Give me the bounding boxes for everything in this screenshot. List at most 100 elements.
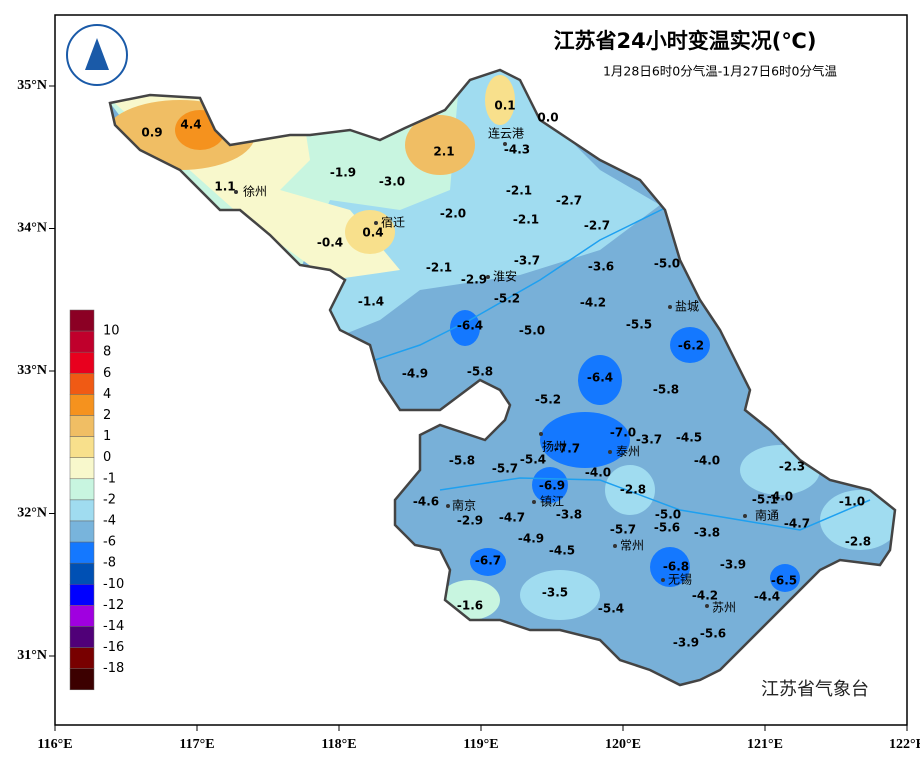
legend-label: -14 xyxy=(103,619,124,634)
temperature-change: -6.5 xyxy=(771,574,797,588)
city-name: 无锡 xyxy=(668,572,692,587)
legend-label: -10 xyxy=(103,577,124,592)
city-name: 宿迁 xyxy=(381,215,405,230)
city-dot xyxy=(486,275,490,279)
city-dot xyxy=(613,544,617,548)
subtitle: 1月28日6时0分气温-1月27日6时0分气温 xyxy=(603,64,838,79)
legend-swatch xyxy=(69,330,95,353)
temperature-change: -0.4 xyxy=(317,236,343,250)
legend-swatch xyxy=(69,647,95,669)
temperature-change: -3.7 xyxy=(514,254,540,268)
temperature-change: -2.1 xyxy=(506,184,532,198)
legend-swatch xyxy=(69,436,95,458)
x-tick-label: 120°E xyxy=(605,737,641,752)
temperature-change: -2.7 xyxy=(556,194,582,208)
city-dot xyxy=(532,500,536,504)
legend-label: -8 xyxy=(103,556,116,571)
city-dot xyxy=(374,221,378,225)
temperature-change: -2.7 xyxy=(584,219,610,233)
legend-label: 1 xyxy=(103,429,111,444)
temperature-change: -2.1 xyxy=(513,213,539,227)
legend-label: 10 xyxy=(103,324,120,339)
legend-swatch xyxy=(69,520,95,543)
y-tick-label: 33°N xyxy=(17,363,47,378)
temperature-change: 0.0 xyxy=(537,111,558,125)
temperature-change: -6.4 xyxy=(457,319,483,333)
temperature-change: -5.1 xyxy=(752,493,778,507)
temperature-change: -4.0 xyxy=(694,454,720,468)
temperature-change: -5.8 xyxy=(653,383,679,397)
temperature-change: -4.7 xyxy=(784,517,810,531)
legend-label: -4 xyxy=(103,514,116,529)
city-dot xyxy=(234,190,238,194)
legend-swatch xyxy=(69,309,95,332)
legend-swatch xyxy=(69,584,95,606)
legend-swatch xyxy=(69,373,95,395)
x-tick-label: 122°E xyxy=(889,737,920,752)
legend-swatch xyxy=(69,499,95,522)
city-name: 常州 xyxy=(620,539,644,553)
city-dot xyxy=(668,305,672,309)
temperature-change: -2.0 xyxy=(440,207,466,221)
x-tick-label: 119°E xyxy=(463,737,498,752)
city-name: 盐城 xyxy=(675,300,699,314)
temperature-change: 0.9 xyxy=(141,126,162,140)
temperature-change: -7.0 xyxy=(610,426,636,440)
city-name: 南京 xyxy=(452,498,476,513)
y-tick-label: 35°N xyxy=(17,78,47,93)
temperature-change: -5.4 xyxy=(598,602,624,616)
city-name: 苏州 xyxy=(712,601,736,615)
temperature-change: -5.8 xyxy=(467,365,493,379)
temperature-change: -4.0 xyxy=(767,490,793,504)
temperature-change: -5.4 xyxy=(520,453,546,467)
temperature-change: -4.0 xyxy=(585,466,611,480)
temperature-change: -1.4 xyxy=(358,295,384,309)
legend-swatch xyxy=(69,351,95,374)
credit: 江苏省气象台 xyxy=(761,679,869,700)
temperature-change: -4.2 xyxy=(692,589,718,603)
temperature-change: -2.1 xyxy=(426,261,452,275)
city-dot xyxy=(446,504,450,508)
temperature-change: -5.2 xyxy=(535,393,561,407)
legend-swatch xyxy=(69,562,95,585)
legend-swatch xyxy=(69,668,95,691)
temperature-change: -5.2 xyxy=(494,292,520,306)
x-tick-label: 116°E xyxy=(37,737,72,752)
legend-swatch xyxy=(69,457,95,480)
temperature-change: -4.7 xyxy=(499,511,525,525)
legend-label: -2 xyxy=(103,492,116,507)
x-tick-label: 117°E xyxy=(179,737,214,752)
y-tick-label: 32°N xyxy=(17,506,47,521)
legend-label: -16 xyxy=(103,640,124,655)
city-dot xyxy=(608,450,612,454)
legend-label: -6 xyxy=(103,535,116,550)
city-name: 徐州 xyxy=(243,184,267,199)
legend-label: 0 xyxy=(103,450,111,465)
temperature-change: -5.6 xyxy=(654,521,680,535)
temperature-change: -3.8 xyxy=(556,508,582,522)
temperature-change: -5.5 xyxy=(626,318,652,332)
temperature-change: -4.9 xyxy=(402,367,428,381)
city-name: 扬州 xyxy=(542,439,566,454)
temperature-change: 4.4 xyxy=(180,118,201,132)
temperature-change: -6.7 xyxy=(475,554,501,568)
temperature-change: -6.4 xyxy=(587,371,613,385)
temperature-change: -2.9 xyxy=(457,514,483,528)
temperature-change: -3.9 xyxy=(720,558,746,572)
temperature-change: -3.5 xyxy=(542,586,568,600)
temperature-change: -4.5 xyxy=(549,544,575,558)
temperature-change: -3.9 xyxy=(673,636,699,650)
legend-label: 4 xyxy=(103,387,111,402)
temperature-change: -3.8 xyxy=(694,526,720,540)
legend-label: -18 xyxy=(103,661,124,676)
x-tick-label: 121°E xyxy=(747,737,783,752)
temperature-change: -4.9 xyxy=(518,532,544,546)
temperature-change: -2.8 xyxy=(620,483,646,497)
legend-label: -12 xyxy=(103,598,124,613)
temperature-change: 0.4 xyxy=(362,226,383,240)
city-name: 泰州 xyxy=(616,445,640,459)
temperature-change: -1.6 xyxy=(457,599,483,613)
temperature-change: -5.0 xyxy=(519,324,545,338)
city-name: 镇江 xyxy=(540,495,564,509)
